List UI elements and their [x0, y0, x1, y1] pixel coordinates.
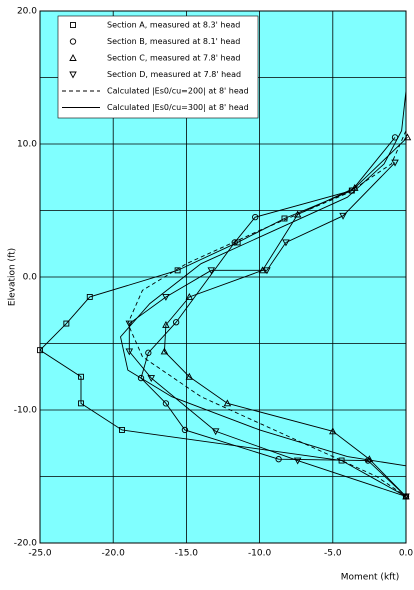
legend-marker — [70, 22, 76, 28]
legend-label: Section D, measured at 7.8' head — [107, 70, 241, 79]
x-tick-label: -10.0 — [248, 549, 272, 559]
x-tick-label: -5.0 — [324, 549, 342, 559]
y-tick-label: 20.0 — [17, 7, 37, 17]
marker — [185, 372, 194, 380]
marker — [211, 428, 220, 436]
marker — [78, 373, 84, 380]
x-tick-label: -20.0 — [102, 549, 126, 559]
marker — [145, 349, 152, 356]
x-tick-label: -25.0 — [28, 549, 52, 559]
x-tick-label: -15.0 — [175, 549, 199, 559]
y-tick-label: -10.0 — [14, 406, 38, 416]
marker — [160, 347, 169, 355]
marker — [63, 320, 70, 327]
series-line — [163, 137, 408, 497]
marker — [162, 294, 170, 301]
marker — [174, 267, 181, 274]
marker — [125, 348, 134, 356]
legend-label: Section A, measured at 8.3' head — [107, 21, 240, 30]
x-axis-label: Moment (kft) — [341, 573, 399, 583]
marker — [231, 239, 238, 246]
legend-label: Section B, measured at 8.1' head — [107, 37, 240, 46]
marker — [339, 212, 347, 220]
legend: Section A, measured at 8.3' head Section … — [57, 15, 259, 119]
series-line — [120, 90, 407, 467]
marker — [402, 493, 410, 501]
series-line — [127, 130, 407, 497]
legend-marker — [69, 54, 77, 61]
marker — [275, 456, 282, 463]
series-line — [128, 162, 407, 497]
marker — [391, 159, 399, 167]
marker — [223, 399, 232, 407]
marker — [173, 319, 180, 326]
marker — [365, 455, 374, 463]
marker — [181, 426, 189, 434]
marker — [37, 347, 43, 354]
marker — [403, 133, 412, 141]
marker — [86, 294, 93, 300]
y-tick-label: 0.0 — [23, 273, 38, 283]
marker — [252, 213, 259, 221]
marker — [162, 400, 170, 407]
legend-label: Calculated |Es0/cu=200| at 8' head — [107, 87, 249, 96]
x-tick-label: 0.0 — [399, 549, 414, 559]
legend-box — [57, 15, 259, 119]
legend-marker — [69, 38, 77, 45]
marker — [147, 375, 156, 383]
marker — [263, 267, 271, 275]
marker — [78, 400, 84, 407]
legend-label: Section C, measured at 7.8' head — [107, 54, 240, 63]
marker — [293, 210, 302, 218]
marker — [137, 374, 145, 382]
y-tick-label: -20.0 — [14, 539, 38, 549]
marker — [207, 267, 216, 275]
legend-label: Calculated |Es0/cu=300| at 8' head — [107, 103, 249, 112]
marker — [185, 293, 194, 300]
marker — [282, 239, 290, 247]
series-line — [39, 190, 407, 497]
marker — [329, 427, 337, 435]
marker — [162, 320, 170, 328]
marker — [119, 427, 125, 433]
marker — [293, 457, 302, 465]
legend-marker — [69, 71, 77, 79]
y-tick-label: 10.0 — [17, 140, 37, 150]
y-axis-label: Elevation (ft) — [8, 248, 18, 306]
